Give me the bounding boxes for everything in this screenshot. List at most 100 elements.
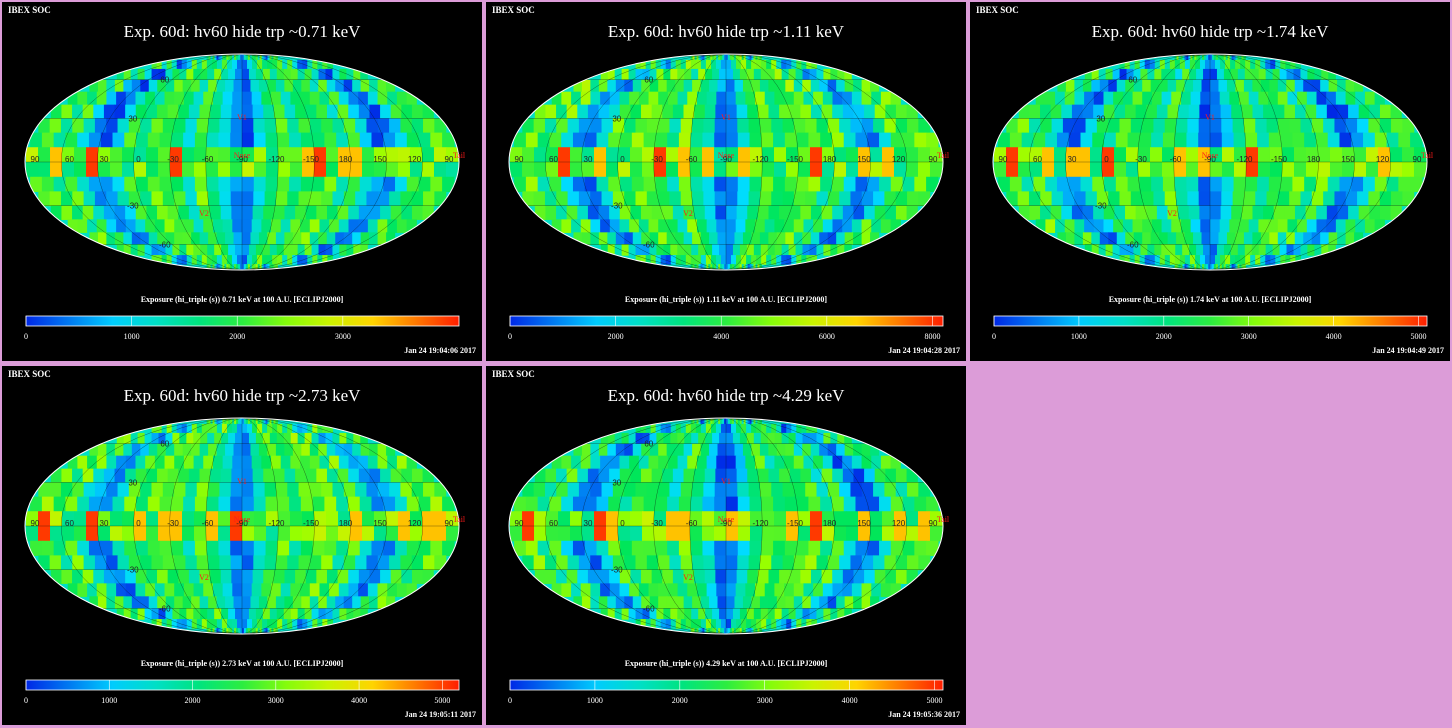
exposure-pixel xyxy=(917,162,931,178)
exposure-pixel xyxy=(830,432,838,445)
exposure-pixel xyxy=(158,432,167,445)
exposure-pixel xyxy=(646,191,659,207)
exposure-pixel xyxy=(757,54,760,61)
exposure-pixel xyxy=(1035,91,1046,106)
exposure-pixel xyxy=(1074,191,1087,207)
exposure-pixel xyxy=(869,511,883,527)
exposure-pixel xyxy=(601,482,614,498)
exposure-pixel xyxy=(110,147,123,163)
exposure-pixel xyxy=(151,255,158,265)
exposure-pixel xyxy=(409,511,423,527)
exposure-pixel xyxy=(242,619,248,629)
exposure-pixel xyxy=(50,147,63,163)
exposure-pixel xyxy=(89,232,99,245)
exposure-pixel xyxy=(332,608,341,620)
exposure-pixel xyxy=(873,191,886,207)
exposure-pixel xyxy=(795,608,804,620)
exposure-pixel xyxy=(242,608,250,620)
exposure-pixel xyxy=(1102,147,1115,163)
exposure-pixel xyxy=(131,232,141,245)
exposure-pixel xyxy=(216,418,220,425)
exposure-pixel xyxy=(851,219,863,233)
exposure-pixel xyxy=(1231,54,1235,61)
exposure-pixel xyxy=(759,191,772,207)
exposure-pixel xyxy=(537,176,551,192)
exposure-pixel xyxy=(194,526,207,542)
exposure-pixel xyxy=(1114,162,1127,178)
exposure-pixel xyxy=(596,132,609,148)
exposure-pixel xyxy=(289,147,303,163)
exposure-pixel xyxy=(148,596,158,609)
exposure-pixel xyxy=(165,608,174,620)
exposure-pixel xyxy=(262,59,268,70)
exposure-pixel xyxy=(369,205,381,220)
exposure-pixel xyxy=(801,255,807,265)
exposure-pixel xyxy=(715,569,727,584)
exposure-pixel xyxy=(710,255,717,265)
exposure-pixel xyxy=(861,443,871,457)
exposure-pixel xyxy=(1112,68,1121,81)
exposure-pixel xyxy=(409,147,423,163)
exposure-pixel xyxy=(782,191,795,207)
exposure-pixel xyxy=(1223,68,1232,81)
exposure-pixel xyxy=(147,496,161,512)
exposure-pixel xyxy=(1187,191,1200,207)
exposure-pixel xyxy=(926,176,939,192)
exposure-pixel xyxy=(590,191,603,207)
exposure-pixel xyxy=(271,583,282,597)
exposure-pixel xyxy=(719,432,727,445)
exposure-pixel xyxy=(746,244,755,256)
colorbar: 0 1000 2000 3000 4000 5000 xyxy=(508,679,944,705)
exposure-pixel xyxy=(106,455,117,470)
exposure-pixel xyxy=(312,496,326,512)
exposure-pixel xyxy=(558,162,571,178)
exposure-pixel xyxy=(614,432,623,445)
exposure-pixel xyxy=(67,91,78,106)
exposure-pixel xyxy=(212,455,224,470)
exposure-pixel xyxy=(1164,191,1177,207)
exposure-pixel xyxy=(1226,79,1237,93)
exposure-pixel xyxy=(556,569,568,584)
exposure-pixel xyxy=(759,79,769,93)
exposure-pixel xyxy=(612,555,625,571)
exposure-pixel xyxy=(706,628,709,634)
exposure-pixel xyxy=(1353,147,1367,163)
latitude-label: 30 xyxy=(612,478,621,487)
exposure-pixel xyxy=(800,569,812,584)
colorbar-tick-label: 5000 xyxy=(927,696,943,705)
exposure-pixel xyxy=(1300,68,1309,81)
exposure-pixel xyxy=(714,511,727,527)
exposure-pixel xyxy=(853,596,863,609)
exposure-pixel xyxy=(250,443,260,457)
exposure-pixel xyxy=(534,511,547,527)
exposure-pixel xyxy=(1114,147,1127,163)
exposure-pixel xyxy=(737,191,750,207)
longitude-label: 180 xyxy=(823,155,837,164)
exposure-pixel xyxy=(157,104,169,119)
exposure-pixel xyxy=(261,54,265,61)
exposure-pixel xyxy=(742,443,753,457)
exposure-pixel xyxy=(359,540,373,556)
exposure-pixel xyxy=(207,244,215,256)
marker-label: Nose xyxy=(234,515,251,524)
exposure-pixel xyxy=(193,91,204,106)
exposure-pixel xyxy=(1196,54,1199,61)
exposure-pixel xyxy=(796,619,802,629)
exposure-pixel xyxy=(793,91,805,106)
exposure-pixel xyxy=(759,555,772,571)
exposure-pixel xyxy=(1203,244,1211,256)
exposure-pixel xyxy=(1311,232,1321,245)
exposure-pixel xyxy=(183,91,195,106)
exposure-pixel xyxy=(1154,59,1161,70)
exposure-pixel xyxy=(1113,91,1124,106)
exposure-pixel xyxy=(895,191,908,207)
exposure-pixel xyxy=(714,162,727,178)
exposure-pixel xyxy=(692,191,704,207)
exposure-pixel xyxy=(1316,104,1328,119)
exposure-pixel xyxy=(813,91,824,106)
exposure-pixel xyxy=(1284,104,1296,119)
exposure-pixel xyxy=(726,255,732,265)
exposure-pixel xyxy=(171,496,184,512)
exposure-pixel xyxy=(895,104,908,119)
exposure-pixel xyxy=(343,118,356,134)
